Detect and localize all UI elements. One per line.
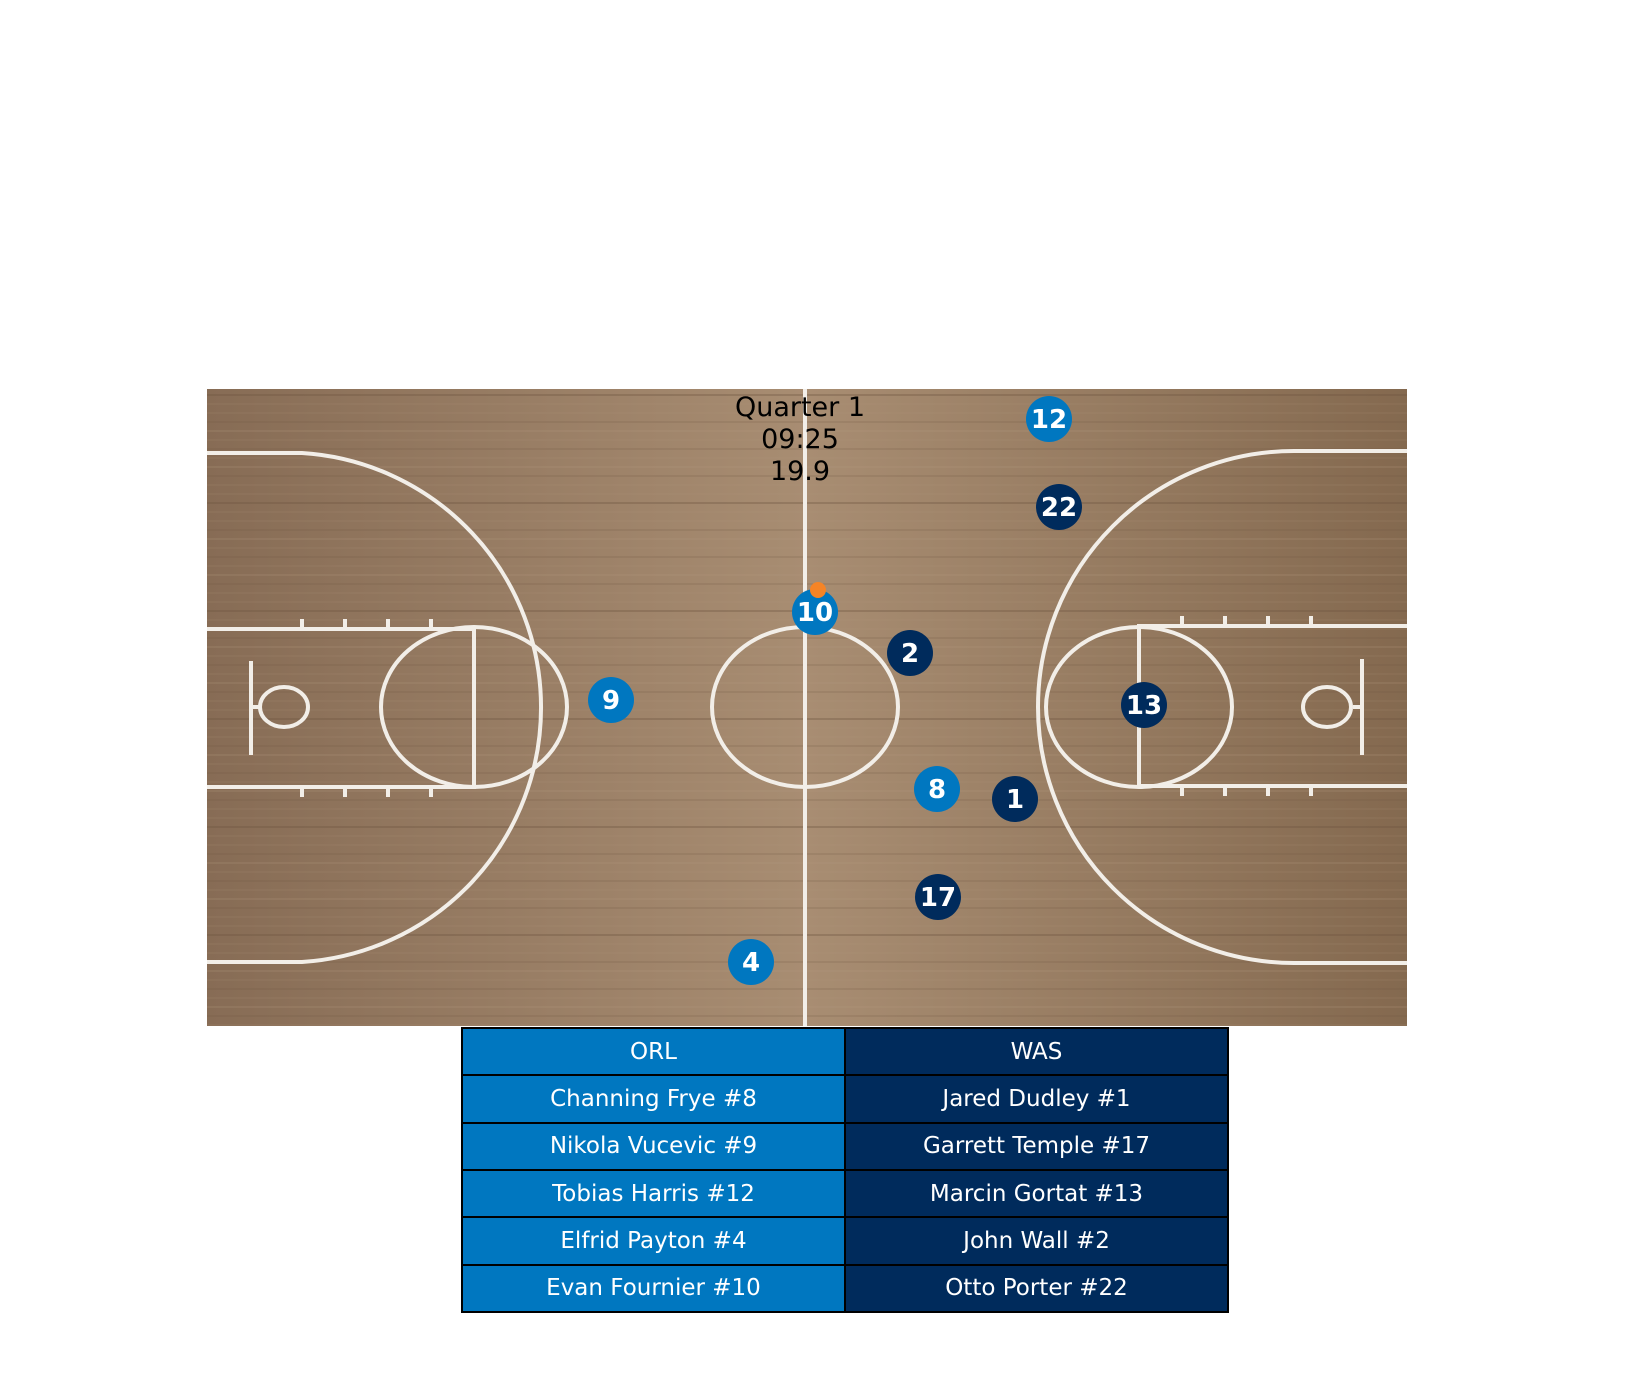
player-number-label: 17	[920, 883, 956, 913]
player-marker-was-2	[887, 630, 933, 676]
roster-table: ORL WAS Channing Frye #8 Jared Dudley #1…	[461, 1026, 1229, 1314]
team-header-was: WAS	[844, 1026, 1229, 1077]
player-marker-was-1	[992, 776, 1038, 822]
roster-header-row: ORL WAS	[461, 1026, 1229, 1077]
was-player-cell: Garrett Temple #17	[844, 1121, 1229, 1171]
player-number-label: 4	[742, 948, 760, 978]
player-number-label: 22	[1041, 493, 1077, 523]
basketball-court: 12 22 10 2 9 13 8 1 17 4	[207, 389, 1407, 1026]
orl-player-cell: Channing Frye #8	[461, 1074, 846, 1124]
roster-row: Evan Fournier #10 Otto Porter #22	[461, 1263, 1229, 1314]
basketball-ball	[810, 582, 826, 598]
player-number-label: 9	[602, 686, 620, 716]
player-marker-was-17	[915, 874, 961, 920]
orl-player-cell: Evan Fournier #10	[461, 1263, 846, 1314]
orl-player-cell: Elfrid Payton #4	[461, 1216, 846, 1266]
player-marker-orl-10	[792, 589, 838, 635]
was-player-cell: Otto Porter #22	[844, 1263, 1229, 1314]
player-number-label: 12	[1031, 405, 1067, 435]
game-time: 09:25	[761, 424, 839, 455]
roster-row: Nikola Vucevic #9 Garrett Temple #17	[461, 1121, 1229, 1171]
player-number-label: 2	[901, 639, 919, 669]
player-number-label: 1	[1006, 785, 1024, 815]
was-player-cell: Marcin Gortat #13	[844, 1168, 1229, 1219]
roster-row: Elfrid Payton #4 John Wall #2	[461, 1216, 1229, 1266]
player-marker-orl-12	[1026, 396, 1072, 442]
team-header-orl: ORL	[461, 1026, 846, 1077]
player-marker-was-13	[1121, 682, 1167, 728]
court-lines	[207, 389, 1407, 1026]
was-player-cell: Jared Dudley #1	[844, 1074, 1229, 1124]
was-player-cell: John Wall #2	[844, 1216, 1229, 1266]
roster-row: Tobias Harris #12 Marcin Gortat #13	[461, 1168, 1229, 1219]
player-number-label: 8	[928, 775, 946, 805]
shot-clock: 19.9	[769, 456, 831, 487]
roster-row: Channing Frye #8 Jared Dudley #1	[461, 1074, 1229, 1124]
orl-player-cell: Nikola Vucevic #9	[461, 1121, 846, 1171]
player-marker-orl-8	[914, 766, 960, 812]
quarter-label: Quarter 1	[734, 392, 866, 423]
orl-player-cell: Tobias Harris #12	[461, 1168, 846, 1219]
player-marker-was-22	[1036, 484, 1082, 530]
player-number-label: 10	[797, 598, 833, 628]
player-number-label: 13	[1126, 691, 1162, 721]
player-marker-orl-9	[588, 677, 634, 723]
player-marker-orl-4	[728, 939, 774, 985]
player-markers: 12 22 10 2 9 13 8 1 17 4	[588, 396, 1167, 985]
